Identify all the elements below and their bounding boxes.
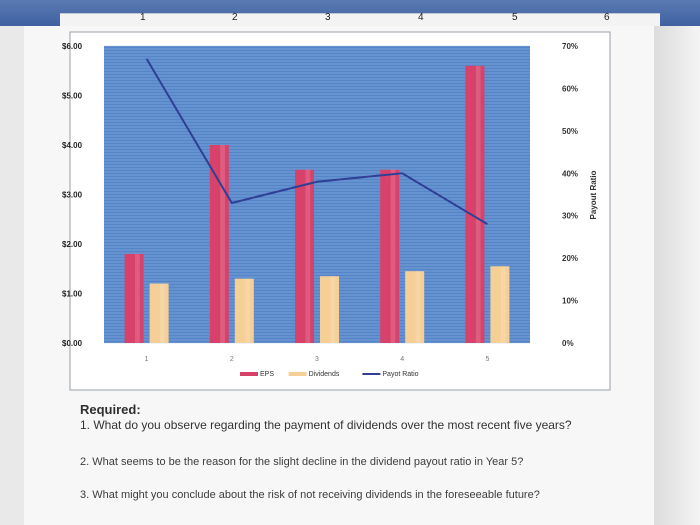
eps-bar — [465, 65, 485, 344]
dividends-bar — [320, 276, 339, 343]
ruler-number: 5 — [512, 12, 518, 23]
bar-highlight — [160, 283, 165, 343]
y-right-tick-label: 20% — [562, 254, 578, 263]
eps-bar — [380, 169, 400, 343]
bar-highlight — [415, 271, 421, 343]
bar-highlight — [390, 169, 396, 343]
x-tick-label: 2 — [230, 356, 234, 363]
eps-bar — [295, 169, 314, 343]
y-left-tick-label: $6.00 — [62, 42, 83, 51]
y-right-tick-label: 50% — [562, 127, 578, 136]
legend-label: Payot Ratio — [382, 371, 418, 378]
ruler-number: 3 — [325, 12, 331, 23]
screen-glare — [654, 26, 700, 525]
dividends-bar — [405, 271, 425, 343]
y-left-tick-label: $5.00 — [62, 92, 83, 101]
ruler-number: 6 — [604, 12, 610, 23]
bar-highlight — [500, 266, 506, 343]
eps-bar — [124, 253, 144, 343]
legend-label: Dividends — [309, 371, 340, 378]
question-1: 1. What do you observe regarding the pay… — [80, 418, 572, 432]
x-tick-label: 3 — [315, 356, 319, 363]
ruler-strip — [60, 13, 660, 26]
legend-label: EPS — [260, 371, 274, 378]
y-right-tick-label: 10% — [562, 297, 578, 306]
y-left-tick-label: $4.00 — [62, 141, 83, 150]
ruler-number: 2 — [232, 12, 238, 23]
y-right-tick-label: 30% — [562, 212, 578, 221]
y-left-tick-label: $3.00 — [62, 191, 83, 200]
y-left-tick-label: $0.00 — [62, 339, 83, 348]
x-tick-label: 4 — [400, 356, 404, 363]
x-tick-label: 5 — [485, 356, 489, 363]
required-heading: Required: — [80, 402, 141, 417]
bar-highlight — [305, 169, 311, 343]
x-tick-label: 1 — [145, 356, 149, 363]
question-3: 3. What might you conclude about the ris… — [80, 489, 540, 501]
y-right-tick-label: 0% — [562, 339, 574, 348]
y-right-tick-label: 60% — [562, 84, 578, 93]
dividends-bar — [149, 283, 169, 343]
y-right-tick-label: 40% — [562, 169, 578, 178]
bar-highlight — [220, 145, 225, 343]
ruler: 1 2 3 4 5 6 — [0, 0, 700, 26]
y-right-axis-label: Payout Ratio — [589, 170, 598, 219]
plot-area — [104, 46, 530, 343]
bar-highlight — [330, 276, 336, 343]
question-block: Required: 1. What do you observe regardi… — [80, 402, 680, 501]
legend-swatch — [288, 372, 307, 376]
legend-swatch — [240, 372, 258, 376]
eps-bar — [209, 145, 229, 343]
ruler-number: 1 — [140, 12, 146, 23]
ruler-number: 4 — [418, 12, 424, 23]
question-2: 2. What seems to be the reason for the s… — [80, 456, 524, 468]
combo-chart: $0.00 $1.00 $2.00 $3.00 $4.00 $5.00 $6.00 0% 10%… — [62, 31, 611, 391]
bar-highlight — [475, 65, 481, 344]
y-left-tick-label: $1.00 — [62, 290, 83, 299]
y-left-tick-label: $2.00 — [62, 240, 83, 249]
dividends-bar — [234, 278, 254, 343]
bar-highlight — [245, 278, 250, 343]
bar-highlight — [135, 253, 140, 343]
dividends-bar — [490, 266, 510, 343]
y-right-tick-label: 70% — [562, 42, 578, 51]
